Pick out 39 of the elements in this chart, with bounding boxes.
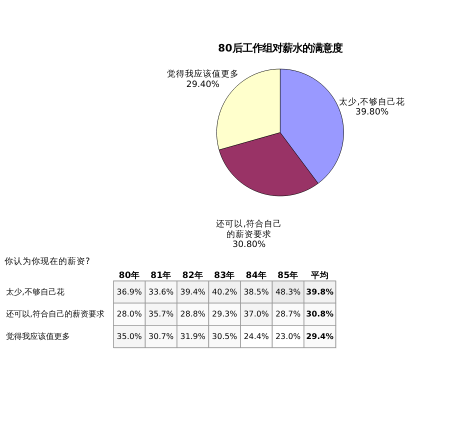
x-tick-label: 80年 <box>118 270 140 282</box>
y-axis-title: 你认为你现在的薪资? <box>4 256 90 267</box>
data-label: 28.7% <box>276 310 302 319</box>
x-tick-label: 83年 <box>214 270 236 282</box>
data-label: 39.80% <box>355 108 389 118</box>
data-label: 30.7% <box>148 332 174 341</box>
data-label: 40.2% <box>212 287 238 296</box>
data-label: 48.3% <box>276 287 302 296</box>
slice-label: 还可以,符合自己的薪资要求 <box>216 218 282 240</box>
data-label: 29.3% <box>212 310 238 319</box>
data-label: 30.8% <box>306 310 334 319</box>
data-label: 39.8% <box>306 287 334 296</box>
y-tick-label: 还可以,符合自己的薪资要求 <box>6 310 104 319</box>
data-label: 23.0% <box>276 332 302 341</box>
data-label: 37.0% <box>244 310 270 319</box>
x-tick-label: 85年 <box>278 270 299 282</box>
x-tick-label: 81年 <box>150 270 172 282</box>
data-label: 31.9% <box>180 332 206 341</box>
data-label: 29.4% <box>306 332 334 341</box>
y-tick-label: 觉得我应该值更多 <box>6 332 70 341</box>
data-label: 35.7% <box>148 310 174 319</box>
data-label: 28.0% <box>116 310 142 319</box>
x-tick-label: 84年 <box>246 270 267 282</box>
x-tick-label: 平均 <box>310 270 329 282</box>
data-label: 24.4% <box>244 332 270 341</box>
chart-title: 80后工作组对薪水的满意度 <box>218 42 342 55</box>
y-tick-label: 太少,不够自己花 <box>6 287 64 296</box>
data-label: 30.80% <box>232 240 266 250</box>
data-label: 36.9% <box>116 287 142 296</box>
data-label: 30.5% <box>212 332 238 341</box>
data-label: 29.40% <box>186 80 220 90</box>
x-tick-label: 82年 <box>182 270 204 282</box>
slice-label: 太少,不够自己花 <box>339 96 405 108</box>
data-label: 35.0% <box>116 332 142 341</box>
data-label: 39.4% <box>180 287 206 296</box>
data-label: 33.6% <box>148 287 174 296</box>
data-label: 28.8% <box>180 310 206 319</box>
slice-label: 觉得我应该值更多 <box>166 68 239 80</box>
data-label: 38.5% <box>244 287 270 296</box>
